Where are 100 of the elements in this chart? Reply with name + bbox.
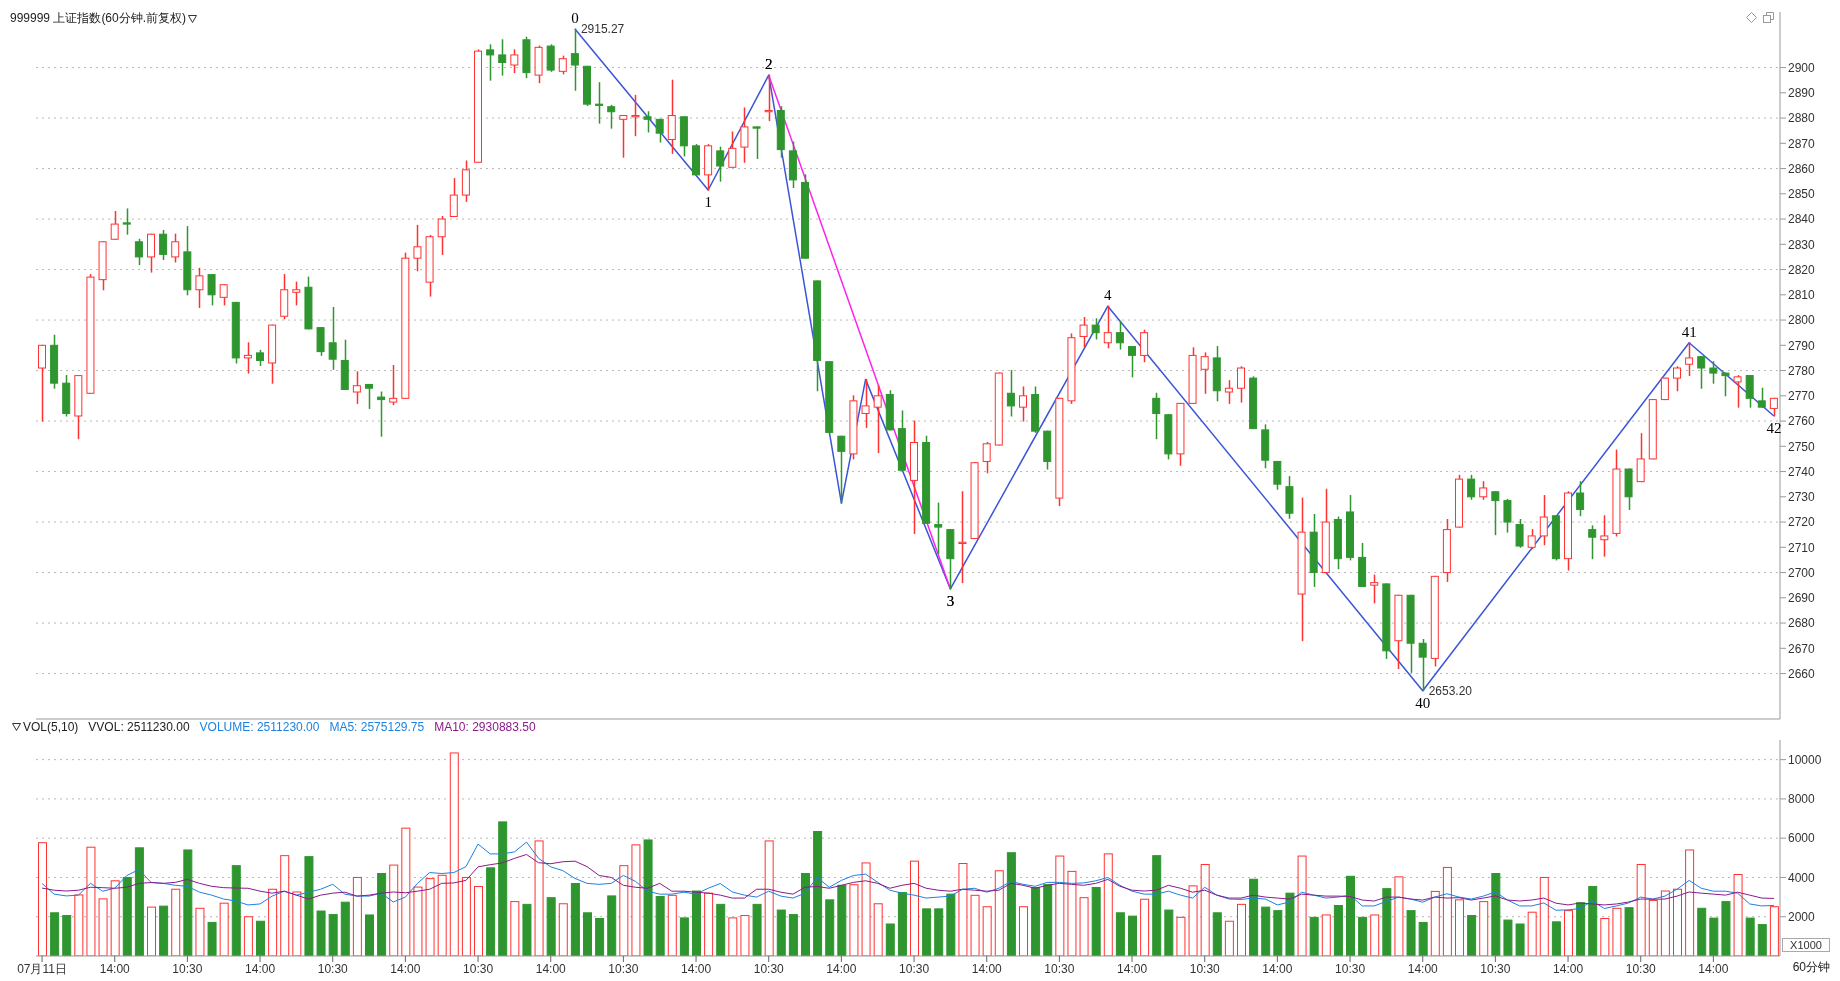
bar	[1600, 918, 1610, 956]
bar	[1442, 866, 1452, 956]
candlestick	[1224, 379, 1233, 405]
bar	[1140, 898, 1150, 956]
candlestick	[1636, 432, 1645, 483]
bar	[352, 876, 362, 956]
bar	[1321, 914, 1331, 956]
x-tick-label: 14:00	[971, 961, 1003, 976]
candlestick	[740, 106, 749, 164]
bar	[1636, 864, 1646, 956]
annotation: 1	[704, 194, 712, 211]
bar	[1006, 852, 1016, 956]
bar	[837, 884, 847, 956]
candlestick	[1128, 345, 1136, 379]
chart-title: 999999 上证指数(60分钟.前复权)	[10, 10, 187, 27]
candlestick	[728, 130, 737, 169]
x-tick-label: 14:00	[1262, 961, 1293, 976]
bar	[219, 902, 229, 956]
candlestick	[1467, 474, 1476, 501]
candlestick	[1503, 498, 1512, 534]
bar	[1612, 907, 1622, 956]
bar	[122, 876, 132, 956]
bar	[849, 884, 859, 956]
candlestick	[1091, 317, 1100, 341]
bar	[595, 918, 605, 956]
candlestick	[1697, 355, 1706, 390]
bar	[171, 888, 181, 956]
candlestick	[328, 306, 337, 371]
bar	[583, 912, 592, 956]
candlestick	[861, 378, 870, 429]
bar	[474, 885, 483, 956]
candlestick	[110, 210, 119, 241]
candlestick	[1152, 392, 1161, 440]
bar	[1152, 855, 1162, 956]
candlestick	[1273, 460, 1282, 491]
bar	[885, 923, 895, 956]
candlestick	[437, 215, 446, 256]
bar	[570, 883, 580, 956]
candlestick	[1539, 494, 1548, 547]
candlestick	[1673, 365, 1681, 392]
y-tick-label: 2760	[1788, 414, 1816, 429]
bar	[692, 890, 701, 956]
bar	[1503, 919, 1513, 956]
bar	[861, 862, 871, 956]
bar	[1019, 906, 1028, 956]
bar	[1406, 910, 1416, 956]
candlestick	[643, 110, 652, 134]
candlestick	[1733, 374, 1742, 409]
annotation: 0	[571, 9, 579, 26]
y-tick-label: 4000	[1788, 870, 1816, 885]
bar	[958, 863, 968, 956]
y-tick-label: 2890	[1788, 86, 1816, 101]
y-tick-label: 2800	[1788, 313, 1816, 328]
candlestick	[1103, 304, 1112, 350]
candlestick	[1370, 573, 1379, 605]
bar	[546, 897, 556, 956]
candlestick	[667, 78, 676, 155]
candlestick	[38, 344, 46, 423]
bar	[825, 899, 835, 956]
candlestick	[570, 27, 579, 92]
candlestick	[837, 434, 846, 505]
bar	[231, 865, 241, 956]
x-tick-label: 10:30	[1335, 961, 1366, 976]
text: 2915.27	[580, 21, 625, 36]
bar	[1176, 916, 1186, 956]
y-tick-label: 2880	[1788, 111, 1816, 126]
bar	[788, 914, 798, 956]
bar	[667, 894, 677, 956]
bar	[498, 821, 508, 956]
bar	[1769, 906, 1779, 956]
y-tick-label: 8000	[1788, 792, 1816, 807]
bar	[1624, 907, 1634, 956]
bar	[243, 916, 253, 956]
candlestick	[716, 145, 725, 183]
candlestick	[1006, 369, 1015, 418]
candlestick	[147, 232, 155, 274]
bar	[655, 896, 665, 956]
bar	[1043, 884, 1053, 956]
bar	[1346, 875, 1355, 956]
candlestick	[873, 384, 882, 454]
bar	[813, 831, 823, 956]
candlestick	[219, 283, 228, 307]
candlestick	[1745, 374, 1754, 409]
candlestick	[1140, 328, 1149, 363]
bar	[728, 917, 738, 956]
x-tick-label: 10:30	[1625, 961, 1657, 976]
y-tick-label: 10000	[1788, 752, 1822, 767]
y-tick-label: 2860	[1788, 161, 1816, 176]
bar	[486, 867, 496, 956]
x-tick-label: 14:00	[245, 961, 276, 976]
candlestick	[365, 383, 373, 410]
bar	[934, 908, 944, 956]
bar	[1491, 873, 1501, 956]
x-tick-label: 14:00	[681, 961, 712, 976]
bar	[1551, 921, 1561, 956]
candlestick	[982, 441, 991, 475]
candlestick	[558, 54, 567, 76]
y-tick-label: 2730	[1788, 490, 1816, 505]
x-tick-label: 10:30	[317, 961, 349, 976]
y-tick-label: 2750	[1788, 439, 1816, 454]
